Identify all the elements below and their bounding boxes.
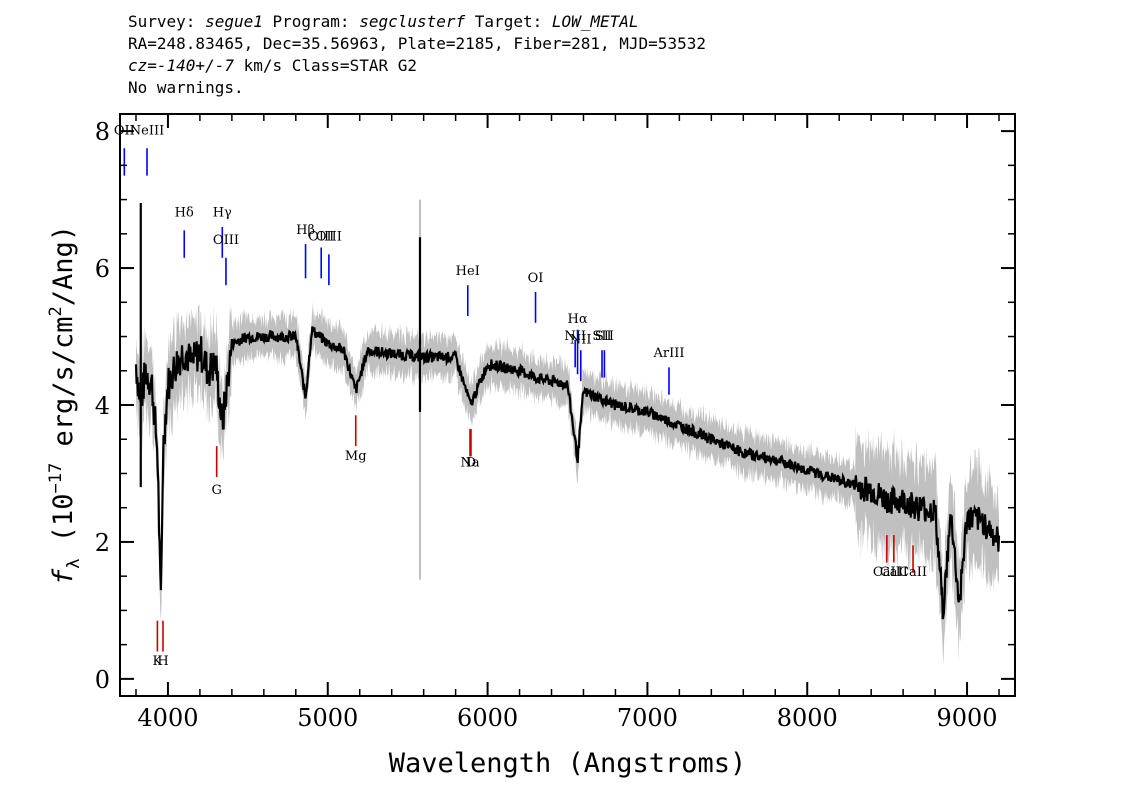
x-tick-label: 7000	[617, 704, 678, 732]
emission-line-label: OIII	[308, 230, 334, 245]
absorption-line-label: Mg	[345, 449, 367, 464]
emission-line-label: ArIII	[652, 346, 684, 361]
y-tick-label: 0	[95, 666, 110, 694]
flux-error-band	[136, 301, 999, 666]
absorption-line-label: K	[153, 654, 163, 669]
y-tick-label: 6	[95, 255, 110, 283]
emission-line-label: NII	[564, 329, 586, 344]
x-tick-label: 4000	[137, 704, 198, 732]
y-tick-label: 8	[95, 118, 110, 146]
absorption-line-label: CaII	[873, 565, 901, 580]
header-line-4: No warnings.	[128, 78, 244, 97]
emission-line-label: OI	[528, 271, 544, 286]
absorption-line-label: G	[211, 483, 221, 498]
redshift-value: cz=-140+/-7	[128, 56, 234, 75]
y-axis-label: fλ (10−17 erg/s/cm2/Ang)	[46, 225, 84, 585]
emission-line-label: Hγ	[213, 206, 232, 221]
header-line-2: RA=248.83465, Dec=35.56963, Plate=2185, …	[128, 34, 706, 53]
y-label-units-c: /Ang)	[48, 225, 79, 306]
error-band	[136, 199, 999, 666]
absorption-line-label: CaII	[880, 565, 908, 580]
target-value: LOW_METAL	[551, 12, 639, 31]
emission-line-label: Hβ	[296, 223, 315, 238]
survey-value: segue1	[205, 12, 263, 31]
x-tick-label: 8000	[777, 704, 838, 732]
y-label-sq: 2	[46, 306, 66, 316]
y-tick-label: 4	[95, 392, 110, 420]
x-tick-label: 5000	[297, 704, 358, 732]
emission-line-label: OIII	[316, 230, 342, 245]
emission-line-label: NII	[570, 332, 592, 347]
header-line-1: Survey: segue1 Program: segclusterf Targ…	[128, 11, 706, 33]
x-tick-label: 9000	[937, 704, 998, 732]
emission-line-label: Hδ	[175, 206, 194, 221]
program-label: Program:	[262, 12, 360, 31]
spectrum-header: Survey: segue1 Program: segclusterf Targ…	[128, 11, 706, 99]
emission-line-label: SII	[595, 329, 614, 344]
program-value: segclusterf	[359, 12, 466, 31]
survey-label: Survey:	[128, 12, 206, 31]
absorption-line-label: D	[466, 456, 476, 471]
y-label-exp: −17	[46, 463, 66, 494]
y-label-lambda-sub: λ	[64, 559, 84, 569]
series-layer	[134, 203, 1001, 620]
header-line-3: cz=-140+/-7 km/s Class=STAR G2	[128, 55, 706, 77]
absorption-line-label: Na	[460, 456, 479, 471]
y-label-flambda: f	[48, 568, 79, 585]
target-label: Target:	[465, 12, 552, 31]
emission-line-label: OIII	[213, 233, 239, 248]
x-axis-label: Wavelength (Angstroms)	[389, 748, 747, 779]
emission-line-label: SII	[592, 329, 611, 344]
emission-line-label: HeI	[456, 264, 480, 279]
emission-line-label: NeIII	[130, 124, 164, 139]
emission-line-label: Hα	[568, 312, 588, 327]
x-tick-label: 6000	[457, 704, 518, 732]
absorption-line-label: H	[157, 654, 168, 669]
y-label-units-a: (10	[48, 494, 79, 559]
flux-series-line	[134, 326, 1001, 620]
axis-ticks: 4000 5000 6000 7000 8000 9000 0 2 4 6 8	[95, 114, 1015, 732]
y-tick-label: 2	[95, 529, 110, 557]
absorption-line-label: CaII	[899, 565, 927, 580]
y-label-units-b: erg/s/cm	[48, 316, 79, 462]
class-value: km/s Class=STAR G2	[233, 56, 417, 75]
